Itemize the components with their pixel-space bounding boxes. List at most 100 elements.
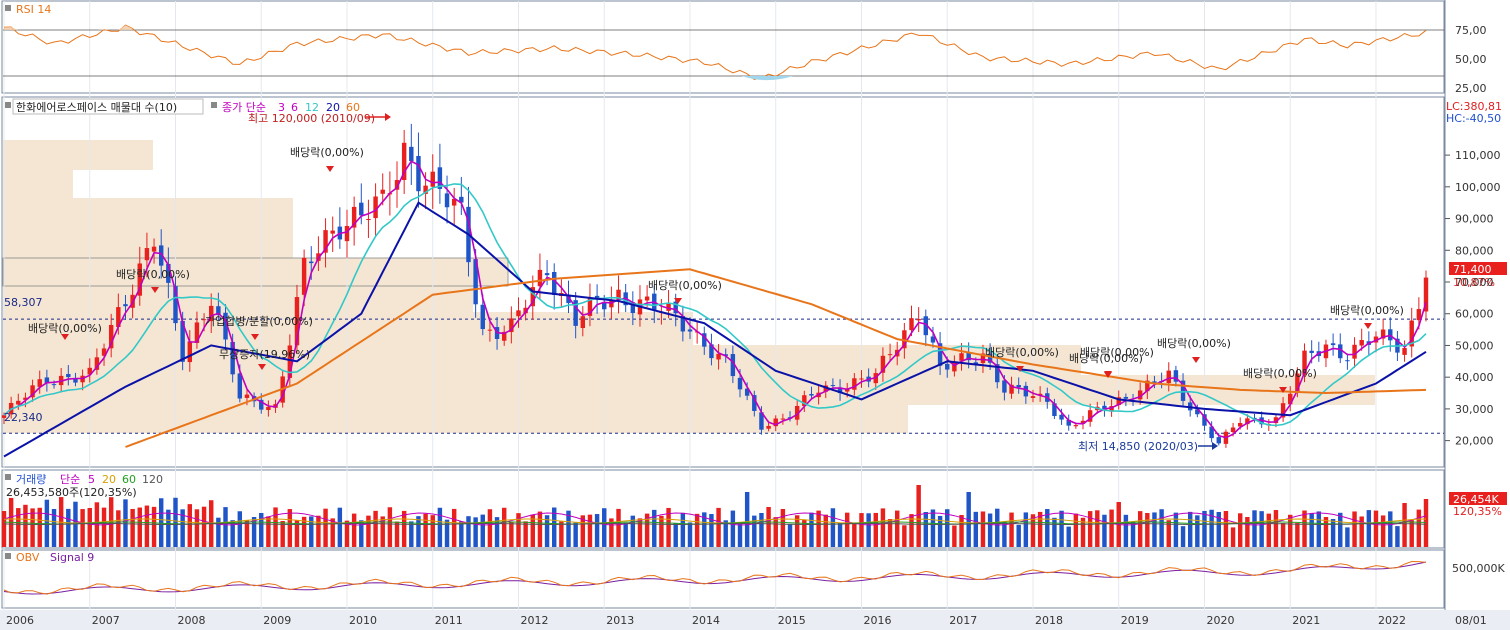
down-arrow-icon xyxy=(1016,366,1024,372)
volume-bar xyxy=(266,516,271,547)
candle-body xyxy=(980,353,986,364)
volume-bar xyxy=(937,515,943,547)
volume-change: 120,35% xyxy=(1453,505,1502,518)
rsi-tick-50: 50,00 xyxy=(1455,53,1487,66)
volume-bar xyxy=(466,516,471,547)
volume-bar xyxy=(959,514,964,547)
x-tick-label: 2019 xyxy=(1121,614,1149,627)
candle-body xyxy=(123,304,128,307)
candle-body xyxy=(66,374,71,378)
volume-profile-band xyxy=(3,405,908,433)
candle-body xyxy=(423,185,428,194)
volume-bar xyxy=(116,510,121,547)
rsi-panel[interactable] xyxy=(1,0,1445,94)
volume-bar xyxy=(602,508,607,547)
volume-bar xyxy=(995,508,1000,547)
candle-body xyxy=(802,395,807,406)
x-tick-label: 2007 xyxy=(92,614,120,627)
volume-bar xyxy=(880,508,886,547)
volume-bar xyxy=(1266,513,1272,547)
candle-body xyxy=(1423,277,1429,312)
volume-bar xyxy=(194,509,200,547)
candle-body xyxy=(216,306,221,316)
candle-body xyxy=(580,316,586,329)
volume-bar xyxy=(902,525,907,547)
volume-bar xyxy=(309,516,314,547)
obv-title: OBV xyxy=(16,551,40,564)
volume-bar xyxy=(1016,524,1021,547)
candle-body xyxy=(587,297,593,316)
volume-bar xyxy=(316,515,321,547)
price-tick-label: 110,000 xyxy=(1455,149,1501,162)
ma-legend-icon xyxy=(211,102,217,108)
volume-bar xyxy=(909,514,914,547)
obv-panel[interactable] xyxy=(1,549,1445,609)
candle-body xyxy=(309,261,314,264)
volume-bar xyxy=(259,512,264,547)
candle-body xyxy=(702,333,707,347)
candle-body xyxy=(930,336,936,343)
volume-bar xyxy=(1252,510,1257,547)
candle-body xyxy=(1302,350,1307,375)
candle-body xyxy=(1288,393,1293,405)
ma3-line xyxy=(3,160,1427,439)
candle-body xyxy=(480,304,485,330)
candle-body xyxy=(737,377,743,390)
current-price-badge xyxy=(1449,262,1507,275)
candle-body xyxy=(223,312,228,340)
candle-body xyxy=(809,393,814,396)
volume-bar xyxy=(680,512,686,547)
candle-body xyxy=(201,319,207,321)
price-tick-label: 50,000 xyxy=(1455,339,1494,352)
x-tick-label: 2008 xyxy=(177,614,205,627)
volume-bar xyxy=(644,513,650,547)
obv-line xyxy=(3,560,1427,595)
candle-body xyxy=(1230,427,1236,433)
candle-body xyxy=(1237,423,1243,427)
volume-bar xyxy=(1209,509,1214,547)
candle-body xyxy=(1402,347,1407,355)
volume-bar xyxy=(444,519,450,547)
price-title-box[interactable] xyxy=(12,98,204,115)
volume-bar xyxy=(887,519,893,547)
candle-body xyxy=(44,377,50,384)
candle-body xyxy=(602,302,607,310)
candle-body xyxy=(266,407,271,411)
x-tick-label: 2022 xyxy=(1378,614,1406,627)
volume-bar xyxy=(166,509,171,547)
candle-body xyxy=(902,330,907,349)
volume-ma-60: 60 xyxy=(122,473,136,486)
candle-body xyxy=(158,245,164,266)
candle-body xyxy=(1087,410,1093,422)
candle-body xyxy=(1273,417,1279,424)
volume-bar xyxy=(1245,517,1250,547)
candle-body xyxy=(487,329,493,331)
volume-profile-max-band xyxy=(2,257,509,287)
volume-bar xyxy=(301,516,307,547)
down-arrow-icon xyxy=(674,298,682,304)
candle-body xyxy=(1102,405,1107,411)
ma60-line xyxy=(125,268,1427,448)
candle-body xyxy=(287,345,293,378)
volume-bar xyxy=(916,485,921,547)
volume-bar xyxy=(516,513,521,547)
volume-bar xyxy=(816,510,821,547)
candle-body xyxy=(1116,397,1121,406)
candle-body xyxy=(945,363,950,370)
volume-bar xyxy=(594,514,600,547)
candle-body xyxy=(516,310,521,317)
level-low-label: 22,340 xyxy=(4,411,43,424)
volume-bar xyxy=(251,517,257,547)
volume-bar xyxy=(459,521,464,547)
candle-body xyxy=(151,246,157,252)
volume-ma-label: 단순 xyxy=(60,473,80,486)
volume-bar xyxy=(201,506,207,547)
volume-bar xyxy=(1030,514,1036,547)
candle-body xyxy=(1338,344,1343,359)
candle-body xyxy=(166,263,171,283)
candle-body xyxy=(1352,344,1357,359)
price-tick-label: 20,000 xyxy=(1455,435,1494,448)
candle-body xyxy=(544,273,550,276)
volume-bar xyxy=(1080,517,1086,547)
volume-bar xyxy=(1159,509,1164,547)
